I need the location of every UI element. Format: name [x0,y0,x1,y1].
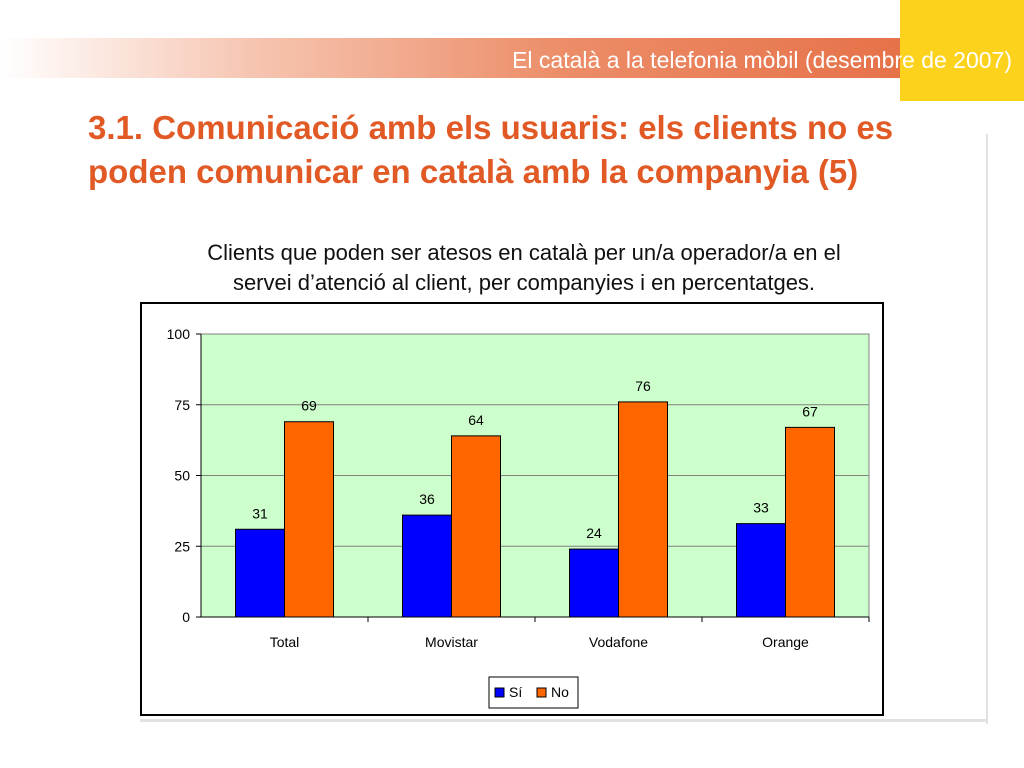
x-tick-label: Movistar [425,634,478,650]
y-tick-label: 50 [174,468,190,484]
y-tick-label: 75 [174,397,190,413]
slide-title: 3.1. Comunicació amb els usuaris: els cl… [88,109,894,190]
data-label: 69 [301,398,317,414]
chart-frame: 0 25 50 75 100 31 69 Total 36 64 Movistar 24 76 Vodaf… [140,302,884,716]
legend-swatch-no [536,687,547,698]
slide-divider-horizontal [140,719,988,722]
x-tick-label: Vodafone [589,634,648,650]
bar-si [569,548,619,618]
slide-divider-vertical [986,134,988,724]
bar-no [451,435,501,618]
header-accent-block [900,0,1024,101]
bar-si [736,523,786,618]
x-tick-label: Total [270,634,300,650]
bar-no [618,401,668,618]
legend-swatch-si [494,687,505,698]
subtitle-line-1: Clients que poden ser atesos en català p… [207,240,841,265]
data-label: 64 [468,412,484,428]
bar-no [785,426,835,618]
data-label: 76 [635,378,651,394]
y-tick-label: 25 [174,538,190,554]
legend-label-si: Sí [509,684,522,700]
chart-subtitle: Clients que poden ser atesos en català p… [118,238,930,298]
data-label: 36 [419,491,435,507]
y-tick-label: 0 [182,609,190,625]
data-label: 33 [753,500,769,516]
data-label: 31 [252,505,268,521]
bar-si [235,528,285,618]
x-tick-label: Orange [762,634,809,650]
y-tick-label: 100 [167,326,191,342]
legend-label-no: No [551,684,569,700]
header-title: El català a la telefonia mòbil (desembre… [512,47,1012,73]
subtitle-line-2: servei d’atenció al client, per companyi… [232,270,816,295]
header-bar [0,38,1024,78]
bar-si [402,514,452,618]
bar-chart: 0 25 50 75 100 31 69 Total 36 64 Movistar 24 76 Vodaf… [167,326,870,709]
bar-no [284,421,334,618]
data-label: 24 [586,525,602,541]
data-label: 67 [802,403,818,419]
